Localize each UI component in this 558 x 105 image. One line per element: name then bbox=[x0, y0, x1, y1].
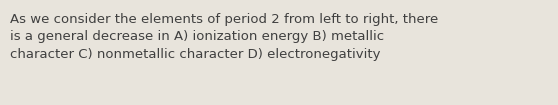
Text: As we consider the elements of period 2 from left to right, there
is a general d: As we consider the elements of period 2 … bbox=[10, 13, 438, 61]
